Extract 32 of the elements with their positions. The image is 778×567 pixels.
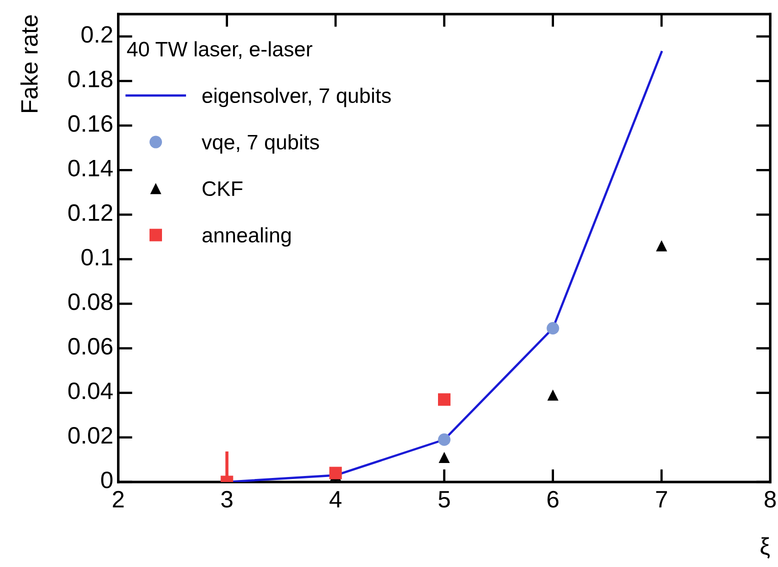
x-tick-label: 5	[438, 491, 450, 508]
point	[656, 240, 668, 252]
y-tick-label: 0.06	[68, 338, 112, 355]
y-tick-label: 0.18	[68, 70, 112, 88]
y-tick-label: 0.16	[68, 115, 112, 132]
y-axis-title: Fake rate	[20, 15, 38, 112]
x-axis-title: ξ	[760, 537, 770, 558]
x-tick-label: 4	[330, 491, 342, 508]
point	[329, 466, 342, 480]
x-tick-label: 7	[656, 491, 667, 508]
x-tick-label: 6	[548, 490, 558, 508]
x-tick-label: 3	[221, 490, 232, 508]
x-tick-label: 8	[764, 490, 776, 508]
point	[546, 322, 560, 335]
y-tick-label: 0.12	[68, 204, 112, 221]
y-tick-label: 0.14	[68, 160, 113, 176]
point	[547, 390, 558, 401]
y-tick-label: 0.2	[82, 26, 112, 43]
point	[438, 433, 450, 446]
y-tick-label: 0.04	[68, 382, 113, 400]
point	[438, 393, 450, 406]
legend-title: 40 TW laser, e-laser	[127, 41, 312, 59]
legend-label: eigensolver, 7 qubits	[202, 88, 391, 108]
legend-label: vqe, 7 qubits	[202, 134, 319, 154]
y-tick-label: 0.02	[68, 427, 112, 444]
x-tick-label: 2	[112, 490, 124, 508]
y-tick-label: 0	[101, 472, 112, 488]
y-tick-label: 0.1	[82, 248, 112, 266]
point	[438, 452, 450, 464]
y-tick-label: 0.08	[68, 293, 112, 310]
legend-label: CKF	[202, 181, 242, 196]
legend-label: annealing	[202, 227, 291, 247]
